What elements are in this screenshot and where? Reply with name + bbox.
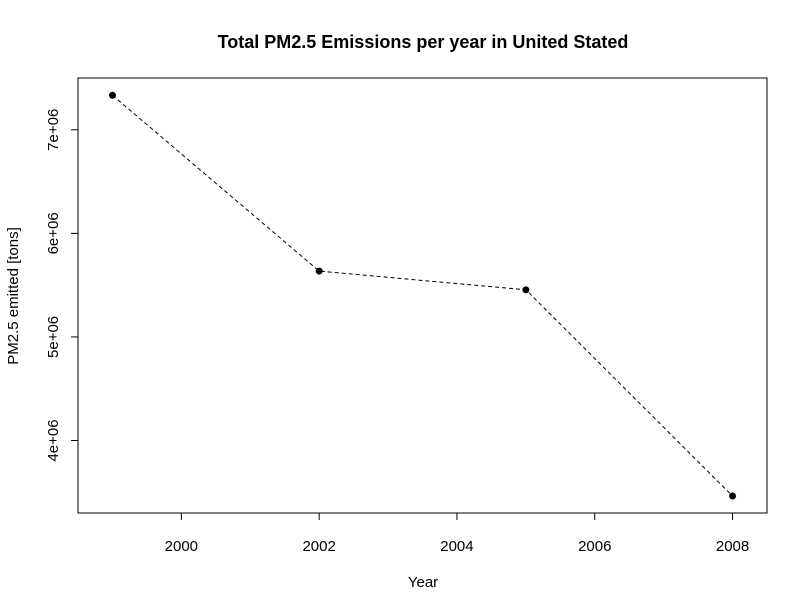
series-line [112,94,733,497]
data-point-1 [315,267,323,275]
y-tick-label-2: 6e+06 [45,212,62,254]
x-axis: 2000 2002 2004 2006 2008 [165,513,749,555]
y-tick-label-0: 4e+06 [45,419,62,461]
y-tick-label-3: 7e+06 [45,109,62,151]
chart-title: Total PM2.5 Emissions per year in United… [218,32,629,52]
y-axis: 4e+06 5e+06 6e+06 7e+06 [45,109,78,462]
x-axis-label: Year [408,574,438,591]
x-tick-label-3: 2006 [578,538,611,555]
x-tick-label-4: 2008 [716,538,749,555]
x-tick-label-2: 2004 [440,538,473,555]
data-point-2 [522,286,530,294]
y-tick-label-1: 5e+06 [45,316,62,358]
data-point-3 [729,492,737,500]
data-points [108,91,737,500]
y-axis-label: PM2.5 emitted [tons] [5,227,22,365]
data-point-0 [108,91,116,99]
x-tick-label-1: 2002 [302,538,335,555]
x-tick-label-0: 2000 [165,538,198,555]
plot-frame [77,77,768,514]
